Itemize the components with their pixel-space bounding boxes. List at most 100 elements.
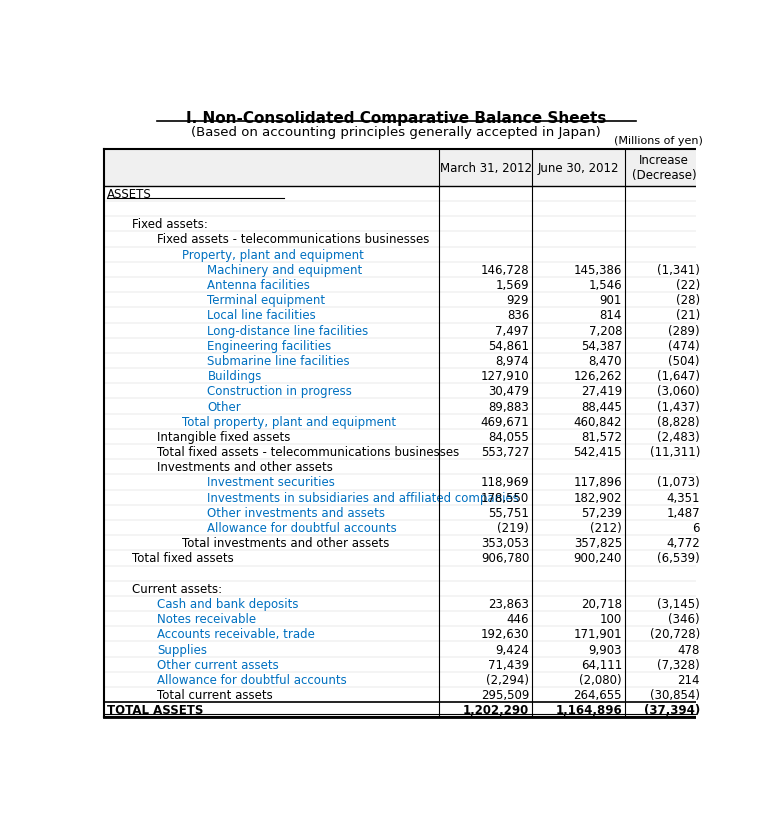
- Text: 6: 6: [693, 522, 700, 535]
- Text: Property, plant and equipment: Property, plant and equipment: [182, 248, 364, 261]
- Text: 9,424: 9,424: [495, 643, 530, 656]
- Text: June 30, 2012: June 30, 2012: [538, 162, 619, 174]
- Text: 1,487: 1,487: [666, 506, 700, 519]
- Text: 54,387: 54,387: [581, 339, 622, 352]
- Text: (289): (289): [669, 324, 700, 337]
- Text: 353,053: 353,053: [481, 536, 530, 550]
- Text: 118,969: 118,969: [481, 476, 530, 489]
- Text: (11,311): (11,311): [649, 446, 700, 459]
- Text: (7,328): (7,328): [657, 658, 700, 671]
- Text: Long-distance line facilities: Long-distance line facilities: [207, 324, 369, 337]
- Text: 469,671: 469,671: [480, 415, 530, 428]
- Text: 214: 214: [677, 673, 700, 686]
- Text: 145,386: 145,386: [574, 264, 622, 277]
- Text: (1,073): (1,073): [657, 476, 700, 489]
- Text: 171,901: 171,901: [574, 627, 622, 640]
- Text: 89,883: 89,883: [489, 400, 530, 413]
- Text: Fixed assets:: Fixed assets:: [132, 218, 208, 231]
- Text: 126,262: 126,262: [574, 369, 622, 382]
- Text: Submarine line facilities: Submarine line facilities: [207, 355, 350, 368]
- Text: (1,647): (1,647): [657, 369, 700, 382]
- Text: 117,896: 117,896: [574, 476, 622, 489]
- Text: 57,239: 57,239: [581, 506, 622, 519]
- Text: 900,240: 900,240: [574, 552, 622, 565]
- Text: (30,854): (30,854): [650, 688, 700, 701]
- Text: Terminal equipment: Terminal equipment: [207, 294, 325, 307]
- Text: Total property, plant and equipment: Total property, plant and equipment: [182, 415, 397, 428]
- Text: 8,470: 8,470: [588, 355, 622, 368]
- Text: 460,842: 460,842: [574, 415, 622, 428]
- Text: (2,080): (2,080): [580, 673, 622, 686]
- Text: (346): (346): [669, 613, 700, 626]
- Text: Local line facilities: Local line facilities: [207, 309, 316, 322]
- Text: 7,497: 7,497: [495, 324, 530, 337]
- Text: (2,294): (2,294): [486, 673, 530, 686]
- Text: 906,780: 906,780: [481, 552, 530, 565]
- Text: Current assets:: Current assets:: [132, 582, 222, 595]
- Text: 30,479: 30,479: [489, 385, 530, 398]
- Text: (6,539): (6,539): [657, 552, 700, 565]
- Text: Machinery and equipment: Machinery and equipment: [207, 264, 363, 277]
- Text: 27,419: 27,419: [581, 385, 622, 398]
- Text: 55,751: 55,751: [489, 506, 530, 519]
- Text: 478: 478: [677, 643, 700, 656]
- Text: 295,509: 295,509: [481, 688, 530, 701]
- Text: (1,437): (1,437): [657, 400, 700, 413]
- Text: 146,728: 146,728: [481, 264, 530, 277]
- Text: 23,863: 23,863: [489, 597, 530, 610]
- Text: 1,202,290: 1,202,290: [463, 704, 530, 717]
- Text: 264,655: 264,655: [574, 688, 622, 701]
- Text: (504): (504): [669, 355, 700, 368]
- Text: Investments and other assets: Investments and other assets: [157, 461, 333, 473]
- Text: 54,861: 54,861: [489, 339, 530, 352]
- Text: (22): (22): [676, 278, 700, 292]
- Text: 901: 901: [600, 294, 622, 307]
- Text: 84,055: 84,055: [489, 431, 530, 443]
- Text: Buildings: Buildings: [207, 369, 262, 382]
- Text: Investments in subsidiaries and affiliated companies: Investments in subsidiaries and affiliat…: [207, 491, 519, 504]
- Text: 4,351: 4,351: [666, 491, 700, 504]
- Text: Total investments and other assets: Total investments and other assets: [182, 536, 390, 550]
- Text: Total fixed assets: Total fixed assets: [132, 552, 233, 565]
- Text: Allowance for doubtful accounts: Allowance for doubtful accounts: [157, 673, 347, 686]
- Text: 542,415: 542,415: [574, 446, 622, 459]
- Text: 127,910: 127,910: [481, 369, 530, 382]
- Text: 446: 446: [506, 613, 530, 626]
- Text: Investment securities: Investment securities: [207, 476, 335, 489]
- Text: TOTAL ASSETS: TOTAL ASSETS: [107, 704, 203, 717]
- Text: 81,572: 81,572: [581, 431, 622, 443]
- Text: 929: 929: [506, 294, 530, 307]
- Text: 8,974: 8,974: [495, 355, 530, 368]
- Text: 7,208: 7,208: [588, 324, 622, 337]
- Text: 9,903: 9,903: [588, 643, 622, 656]
- Text: 553,727: 553,727: [481, 446, 530, 459]
- Text: 836: 836: [507, 309, 530, 322]
- Text: 178,550: 178,550: [481, 491, 530, 504]
- Text: 1,546: 1,546: [588, 278, 622, 292]
- Text: Cash and bank deposits: Cash and bank deposits: [157, 597, 298, 610]
- Text: (212): (212): [591, 522, 622, 535]
- Text: Intangible fixed assets: Intangible fixed assets: [157, 431, 291, 443]
- Text: 182,902: 182,902: [574, 491, 622, 504]
- Text: (37,394): (37,394): [644, 704, 700, 717]
- Text: (474): (474): [668, 339, 700, 352]
- Text: Other: Other: [207, 400, 241, 413]
- Text: Fixed assets - telecommunications businesses: Fixed assets - telecommunications busine…: [157, 233, 430, 247]
- Text: Other current assets: Other current assets: [157, 658, 279, 671]
- Text: 1,569: 1,569: [495, 278, 530, 292]
- Text: March 31, 2012: March 31, 2012: [440, 162, 532, 174]
- Text: (21): (21): [676, 309, 700, 322]
- Text: (Millions of yen): (Millions of yen): [614, 136, 703, 147]
- Text: 357,825: 357,825: [574, 536, 622, 550]
- Text: 71,439: 71,439: [488, 658, 530, 671]
- Text: Allowance for doubtful accounts: Allowance for doubtful accounts: [207, 522, 397, 535]
- Text: Increase
(Decrease): Increase (Decrease): [632, 154, 696, 183]
- Text: (3,060): (3,060): [657, 385, 700, 398]
- Text: (3,145): (3,145): [657, 597, 700, 610]
- Text: Construction in progress: Construction in progress: [207, 385, 352, 398]
- Text: 88,445: 88,445: [581, 400, 622, 413]
- Text: 192,630: 192,630: [481, 627, 530, 640]
- Text: (1,341): (1,341): [657, 264, 700, 277]
- Text: Engineering facilities: Engineering facilities: [207, 339, 332, 352]
- Text: Supplies: Supplies: [157, 643, 207, 656]
